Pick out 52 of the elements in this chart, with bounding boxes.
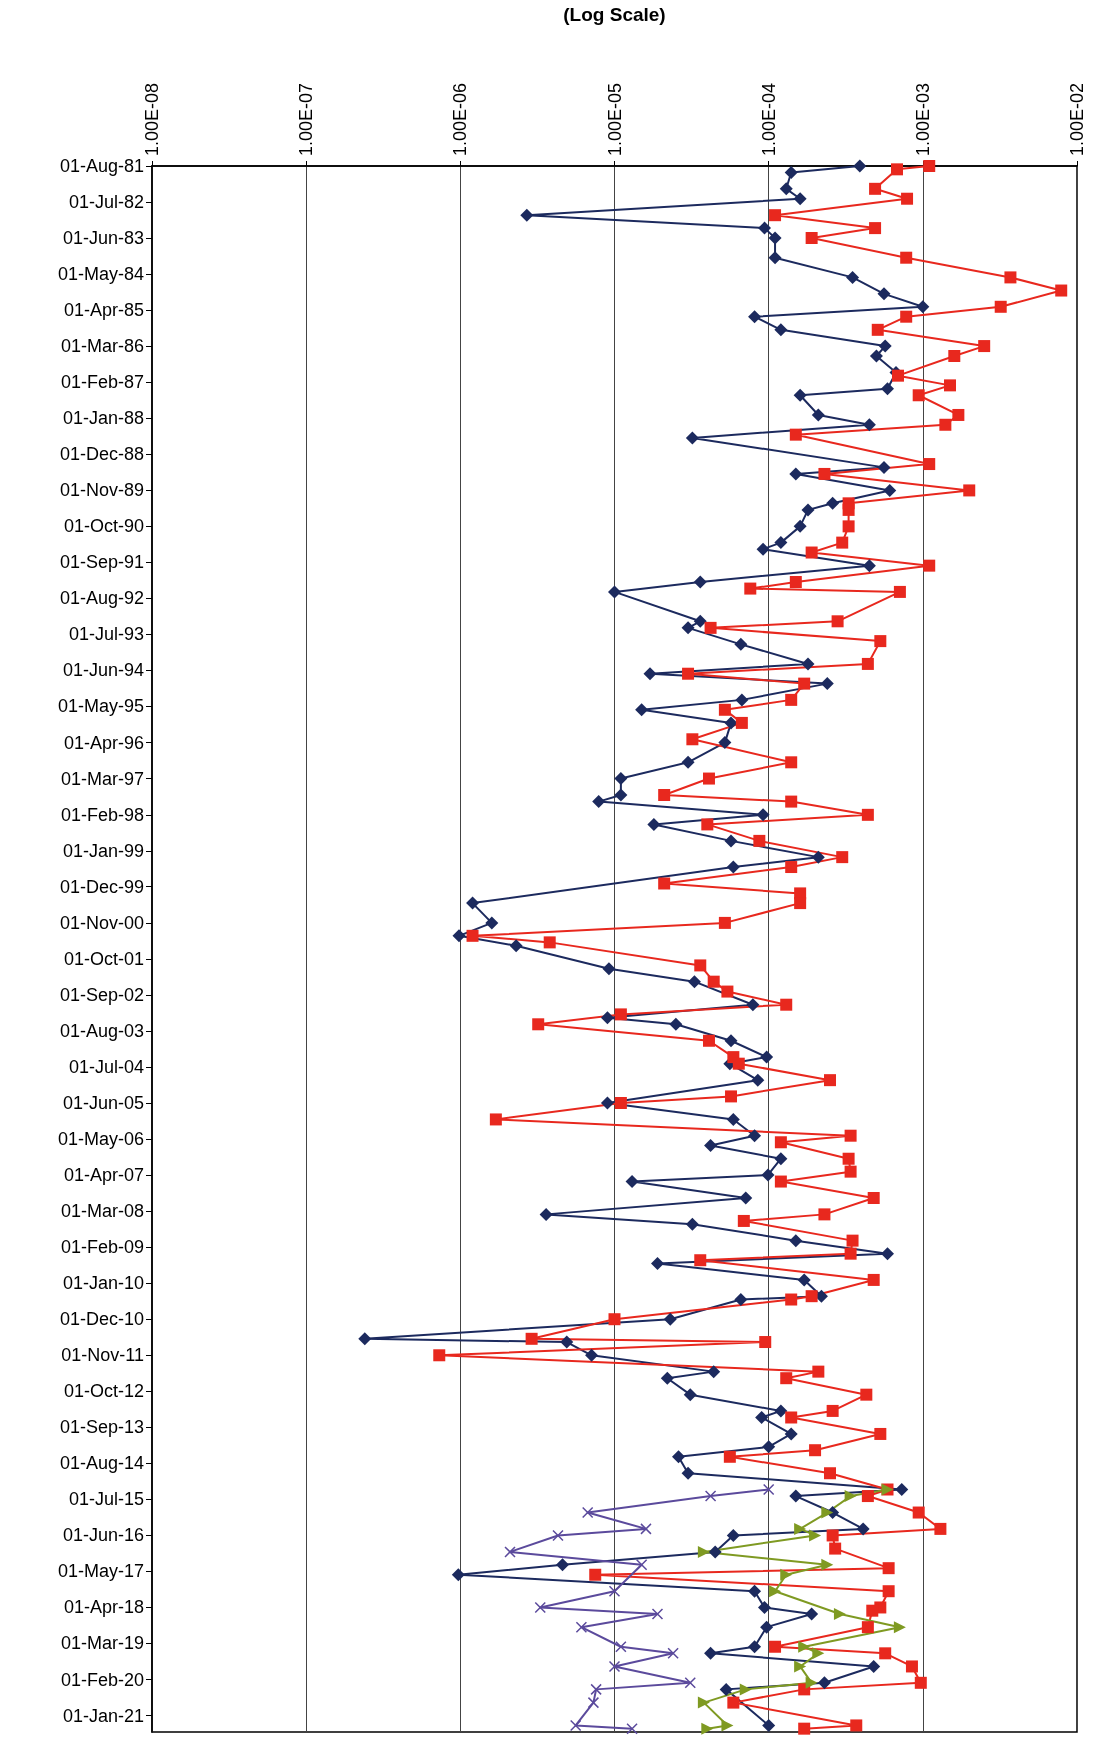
y-tick-label: 01-Sep-02 xyxy=(59,984,144,1005)
x-tick-label: 1.00E-05 xyxy=(604,82,625,156)
y-tick-label: 01-Oct-01 xyxy=(63,948,144,969)
y-tick-label: 01-Feb-98 xyxy=(60,804,144,825)
y-tick-label: 01-Jul-93 xyxy=(68,624,144,645)
y-tick-label: 01-Jun-05 xyxy=(62,1092,144,1113)
y-tick-label: 01-Mar-97 xyxy=(60,768,144,789)
y-tick-label: 01-Aug-81 xyxy=(59,156,144,176)
y-tick-label: 01-Apr-18 xyxy=(63,1597,144,1618)
y-tick-label: 01-Apr-96 xyxy=(63,732,144,753)
x-tick-label: 1.00E-08 xyxy=(142,82,162,156)
y-tick-label: 01-Dec-99 xyxy=(59,876,144,897)
y-tick-label: 01-Feb-20 xyxy=(60,1669,144,1690)
y-tick-label: 01-Apr-85 xyxy=(63,300,144,321)
y-tick-label: 01-Jul-04 xyxy=(68,1056,144,1077)
x-tick-label: 1.00E-02 xyxy=(1067,82,1087,156)
y-tick-label: 01-May-17 xyxy=(57,1561,144,1582)
y-tick-label: 01-Jan-10 xyxy=(62,1273,144,1294)
y-tick-label: 01-Dec-10 xyxy=(59,1309,144,1330)
y-tick-label: 01-Jan-99 xyxy=(62,840,144,861)
x-tick-label: 1.00E-06 xyxy=(450,82,471,156)
y-tick-label: 01-Jul-15 xyxy=(68,1489,144,1510)
y-tick-label: 01-Mar-19 xyxy=(60,1633,144,1654)
y-tick-label: 01-Nov-89 xyxy=(59,480,144,501)
y-tick-label: 01-Jun-83 xyxy=(62,228,144,249)
y-tick-label: 01-Dec-88 xyxy=(59,444,144,465)
y-tick-label: 01-May-84 xyxy=(57,264,144,285)
y-tick-label: 01-Jan-21 xyxy=(62,1705,144,1726)
y-tick-label: 01-Feb-87 xyxy=(60,372,144,393)
y-tick-label: 01-Mar-86 xyxy=(60,336,144,357)
y-tick-label: 01-Aug-03 xyxy=(59,1020,144,1041)
y-tick-label: 01-Aug-92 xyxy=(59,588,144,609)
y-tick-label: 01-Mar-08 xyxy=(60,1201,144,1222)
y-tick-label: 01-May-95 xyxy=(57,696,144,717)
y-tick-label: 01-Oct-12 xyxy=(63,1381,144,1402)
x-tick-label: 1.00E-04 xyxy=(758,82,779,156)
y-tick-label: 01-Feb-09 xyxy=(60,1237,144,1258)
y-tick-label: 01-Jun-94 xyxy=(62,660,144,681)
y-tick-label: 01-Jul-82 xyxy=(68,191,144,212)
y-tick-label: 01-Jun-16 xyxy=(62,1525,144,1546)
y-tick-label: 01-Sep-91 xyxy=(59,552,144,573)
x-tick-label: 1.00E-03 xyxy=(912,82,933,156)
y-tick-label: 01-Apr-07 xyxy=(63,1164,144,1185)
y-tick-label: 01-Nov-00 xyxy=(59,912,144,933)
y-tick-label: 01-Aug-14 xyxy=(59,1453,144,1474)
y-tick-label: 01-Sep-13 xyxy=(59,1417,144,1438)
x-tick-label: 1.00E-07 xyxy=(296,82,317,156)
y-tick-label: 01-May-06 xyxy=(57,1128,144,1149)
y-tick-label: 01-Jan-88 xyxy=(62,408,144,429)
y-tick-label: 01-Nov-11 xyxy=(61,1345,144,1366)
x-axis-title: (Log Scale) xyxy=(563,4,666,25)
y-tick-label: 01-Oct-90 xyxy=(63,516,144,537)
